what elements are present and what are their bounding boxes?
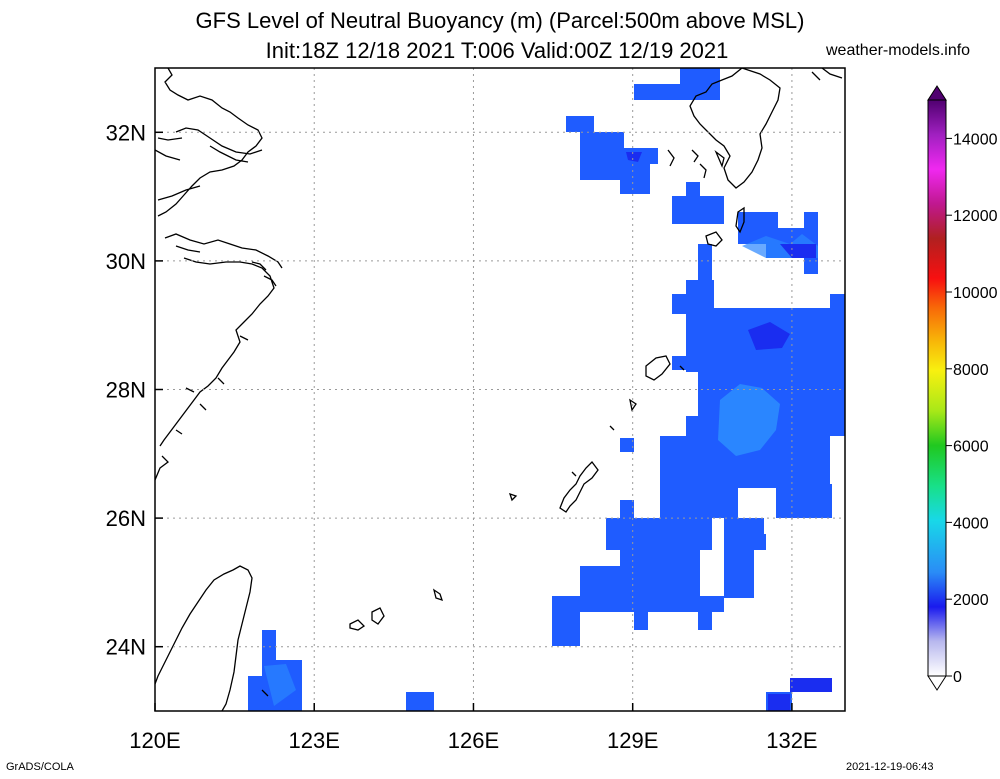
colorbar-label: 12000: [953, 208, 998, 225]
colorbar-label: 10000: [953, 285, 998, 302]
buoyancy-cell-dark: [626, 152, 642, 162]
amami-oshima: [645, 355, 671, 381]
buoyancy-cell: [620, 550, 700, 596]
lat-tick-label: 32N: [106, 120, 146, 145]
lat-tick-label: 24N: [106, 635, 146, 660]
buoyancy-cell: [660, 436, 712, 462]
buoyancy-cell: [566, 116, 594, 132]
buoyancy-cell: [552, 596, 724, 612]
buoyancy-cell: [698, 612, 712, 630]
buoyancy-cell: [680, 68, 720, 100]
lat-tick-label: 26N: [106, 506, 146, 531]
buoyancy-cell: [620, 500, 634, 520]
buoyancy-cell: [700, 470, 776, 488]
buoyancy-cell: [724, 550, 754, 598]
kyushu-north-islets: [811, 68, 843, 81]
yakushima: [705, 231, 723, 247]
taiwan-coast: [155, 565, 253, 711]
lon-tick-label: 126E: [448, 728, 499, 753]
buoyancy-cell-dark: [768, 694, 790, 711]
buoyancy-cell: [620, 164, 650, 194]
buoyancy-cell: [620, 438, 634, 452]
buoyancy-cell: [672, 196, 724, 224]
lon-tick-label: 123E: [289, 728, 340, 753]
colorbar-top-arrow: [927, 85, 947, 101]
colorbar-label: 4000: [953, 515, 989, 532]
buoyancy-cell: [634, 612, 648, 630]
lon-tick-label: 120E: [129, 728, 180, 753]
goto-islands: [667, 149, 725, 179]
colorbar-label: 0: [953, 669, 962, 686]
buoyancy-cell-dark: [780, 244, 816, 258]
buoyancy-cell: [776, 484, 832, 518]
buoyancy-cell-dark: [790, 678, 832, 692]
buoyancy-cell: [752, 534, 766, 550]
colorbar-label: 6000: [953, 439, 989, 456]
buoyancy-field: [248, 68, 845, 711]
buoyancy-cell: [686, 324, 746, 372]
lon-tick-label: 129E: [607, 728, 658, 753]
site-label: weather-models.info: [826, 42, 971, 59]
kyushu-coast: [689, 68, 781, 189]
colorbar-scale: [927, 99, 947, 677]
buoyancy-cell-light: [718, 384, 780, 456]
okinawa-islets: [508, 492, 518, 502]
colorbar-bottom-arrow: [927, 675, 947, 691]
footer-timestamp: 2021-12-19-06:43: [846, 761, 934, 773]
coastlines: [155, 68, 843, 711]
lon-tick-label: 132E: [766, 728, 817, 753]
china-coast: [155, 68, 283, 481]
buoyancy-cell: [606, 518, 712, 550]
map-title: GFS Level of Neutral Buoyancy (m) (Parce…: [195, 8, 805, 33]
buoyancy-cell: [594, 148, 658, 164]
buoyancy-cell: [406, 692, 434, 711]
colorbar-label: 2000: [953, 592, 989, 609]
footer-software-label: GrADS/COLA: [6, 761, 74, 773]
buoyancy-cell: [592, 566, 622, 596]
okinawa: [559, 461, 599, 513]
lat-tick-label: 28N: [106, 378, 146, 403]
buoyancy-cell: [672, 356, 692, 370]
map-subtitle: Init:18Z 12/18 2021 T:006 Valid:00Z 12/1…: [265, 38, 729, 63]
colorbar-label: 14000: [953, 131, 998, 148]
buoyancy-cell-dark: [748, 322, 790, 350]
colorbar-label: 8000: [953, 362, 989, 379]
lat-tick-label: 30N: [106, 249, 146, 274]
miyako: [432, 588, 444, 602]
buoyancy-cell-light: [264, 664, 296, 706]
yaeyama: [261, 607, 385, 697]
colorbar: 0 2000 4000 6000 8000 10000 12000 14000: [927, 85, 998, 691]
amami-islets: [609, 365, 685, 431]
axes: 120E 123E 126E 129E 132E 24N 26N 28N 30N 32N: [106, 120, 818, 753]
tanegashima: [735, 206, 745, 234]
buoyancy-cell: [580, 566, 594, 596]
buoyancy-cell: [552, 612, 580, 646]
